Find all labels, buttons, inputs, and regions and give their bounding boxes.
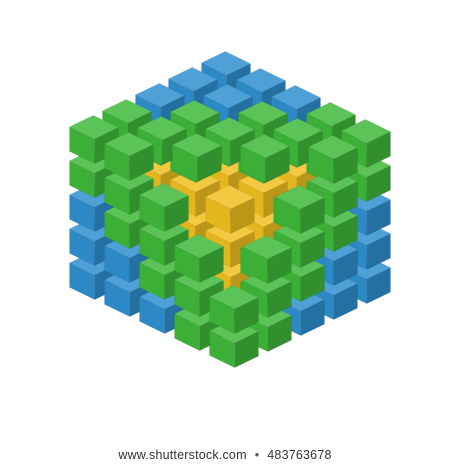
block-right-face (333, 147, 358, 184)
block-right-face (164, 195, 189, 232)
block-right-face (300, 265, 325, 302)
block-right-face (366, 165, 391, 202)
block-right-face (265, 146, 290, 183)
block-right-face (267, 281, 292, 318)
block-right-face (333, 249, 358, 286)
block-right-face (300, 299, 325, 336)
block-right-face (129, 144, 154, 181)
site-url: www.shutterstock.com (118, 448, 247, 462)
block-right-face (300, 231, 325, 268)
block-right-face (267, 247, 292, 284)
image-id: 483763678 (267, 448, 332, 462)
block-right-face (230, 197, 255, 234)
block-right-face (199, 246, 224, 283)
block-right-face (333, 283, 358, 320)
block-right-face (267, 315, 292, 352)
block-right-face (333, 215, 358, 252)
block-right-face (366, 199, 391, 236)
block-right-face (197, 145, 222, 182)
watermark-footer: www.shutterstock.com • 483763678 (0, 440, 450, 470)
block-right-face (366, 233, 391, 270)
block-right-face (366, 131, 391, 168)
cube-illustration (68, 51, 392, 368)
block-right-face (366, 267, 391, 304)
block-right-face (300, 197, 325, 234)
separator: • (254, 448, 260, 462)
block-right-face (234, 297, 259, 334)
block-right-face (234, 331, 259, 368)
block-right-face (333, 181, 358, 218)
